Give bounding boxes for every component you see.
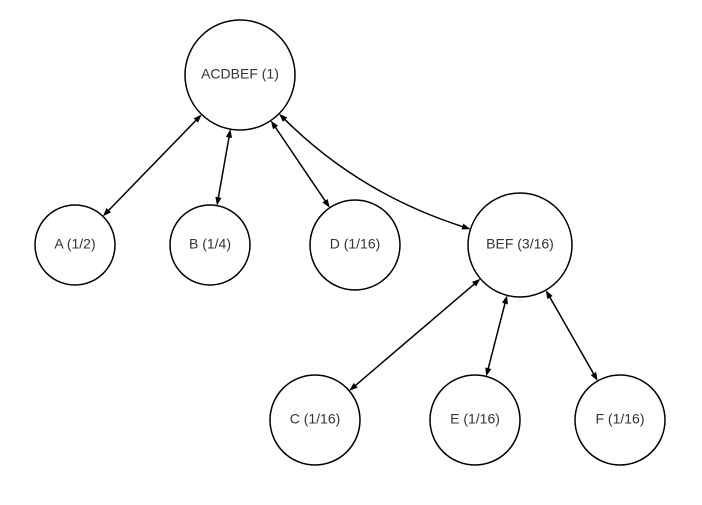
graph-node: D (1/16) bbox=[310, 200, 400, 290]
graph-node: A (1/2) bbox=[35, 205, 115, 285]
arrowhead-icon bbox=[226, 129, 232, 138]
graph-node: BEF (3/16) bbox=[468, 193, 572, 297]
node-label: ACDBEF (1) bbox=[201, 66, 279, 82]
diagram-canvas: ACDBEF (1) A (1/2) B (1/4) D (1/16) BEF (3/1… bbox=[0, 0, 702, 505]
node-layer: ACDBEF (1) A (1/2) B (1/4) D (1/16) BEF (3/1… bbox=[35, 20, 665, 465]
arrowhead-icon bbox=[322, 199, 329, 208]
graph-node: ACDBEF (1) bbox=[185, 20, 295, 130]
node-label: B (1/4) bbox=[189, 236, 231, 252]
edge bbox=[215, 129, 232, 205]
edge bbox=[349, 279, 480, 391]
node-label: A (1/2) bbox=[54, 236, 95, 252]
arrowhead-icon bbox=[461, 224, 470, 230]
edge-layer bbox=[103, 114, 598, 391]
edge bbox=[485, 295, 508, 376]
graph-node: E (1/16) bbox=[430, 375, 520, 465]
graph-node: C (1/16) bbox=[270, 375, 360, 465]
arrowhead-icon bbox=[485, 367, 491, 376]
edge bbox=[279, 114, 470, 230]
graph-node: F (1/16) bbox=[575, 375, 665, 465]
edge bbox=[103, 114, 202, 216]
graph-node: B (1/4) bbox=[170, 205, 250, 285]
node-label: F (1/16) bbox=[595, 411, 644, 427]
node-label: D (1/16) bbox=[330, 236, 381, 252]
arrowhead-icon bbox=[271, 121, 278, 130]
edge bbox=[546, 290, 598, 381]
node-label: BEF (3/16) bbox=[486, 236, 554, 252]
arrowhead-icon bbox=[546, 290, 553, 299]
node-label: C (1/16) bbox=[290, 411, 341, 427]
arrowhead-icon bbox=[502, 295, 508, 304]
arrowhead-icon bbox=[215, 197, 221, 206]
node-label: E (1/16) bbox=[450, 411, 500, 427]
arrowhead-icon bbox=[591, 372, 598, 381]
